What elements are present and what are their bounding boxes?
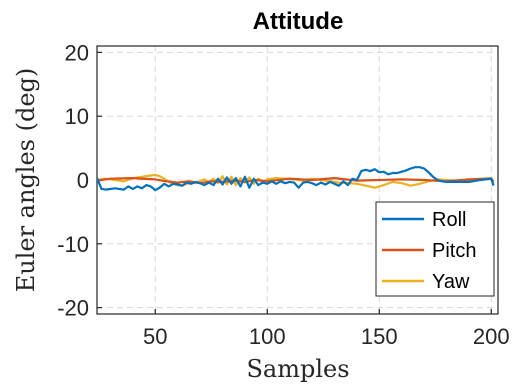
series-line-pitch xyxy=(96,177,495,185)
x-tick-label: 50 xyxy=(143,324,167,349)
y-tick-label: 10 xyxy=(65,104,89,129)
legend: Roll Pitch Yaw xyxy=(375,201,495,297)
legend-label-yaw: Yaw xyxy=(432,271,470,293)
y-tick-label: -10 xyxy=(57,232,89,257)
y-tick-label: 0 xyxy=(77,168,89,193)
x-axis-label: Samples xyxy=(246,355,349,383)
x-tick-label: 200 xyxy=(473,324,510,349)
y-tick-label: 20 xyxy=(65,40,89,65)
x-tick-label: 100 xyxy=(249,324,286,349)
series-line-roll xyxy=(95,166,495,192)
x-tick-label: 150 xyxy=(361,324,398,349)
y-tick-label: -20 xyxy=(57,296,89,321)
legend-label-pitch: Pitch xyxy=(432,240,476,262)
y-axis-label: Euler angles (deg) xyxy=(12,68,40,293)
legend-label-roll: Roll xyxy=(432,209,466,231)
axis-ticks: 50 100 150 200 -20 -10 0 10 20 xyxy=(57,40,509,349)
chart-title: Attitude xyxy=(253,8,344,35)
series-lines xyxy=(95,166,495,192)
